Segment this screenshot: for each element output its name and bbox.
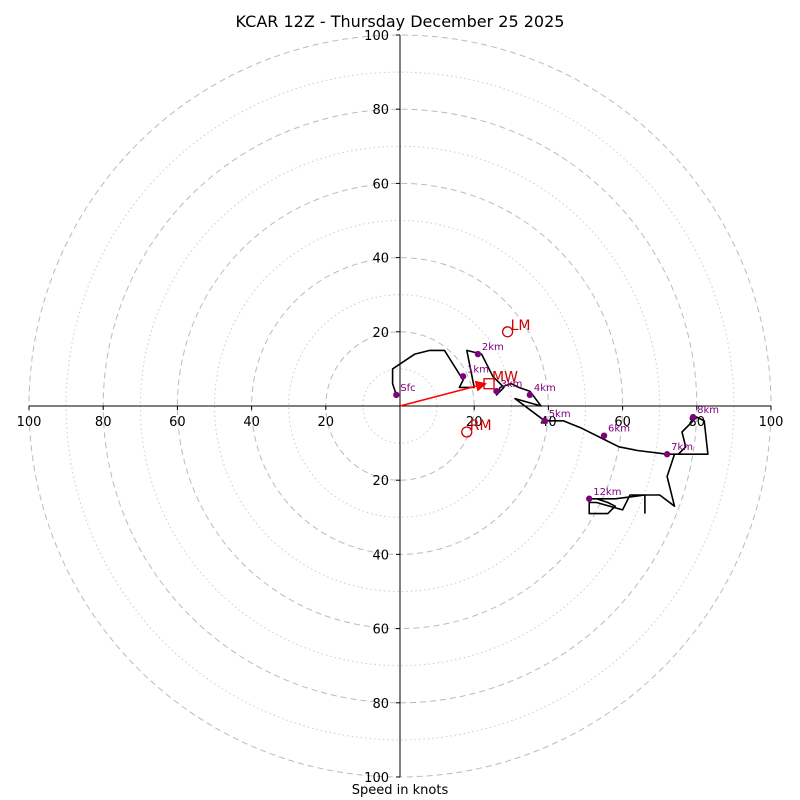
x-axis-label: Speed in knots: [351, 783, 449, 798]
height-marker-dot: [600, 432, 608, 439]
x-tick-label: 60: [614, 415, 631, 430]
height-markers: Sfc 1km 2km 3km 4km 5km 6km 7km 8km 12km: [393, 342, 719, 502]
storm-motion-label: LM: [511, 318, 531, 334]
height-marker-label: 4km: [534, 383, 556, 394]
y-tick-label: 100: [364, 771, 389, 786]
hodograph-trace: [391, 349, 709, 515]
x-tick-label: 100: [759, 415, 784, 430]
height-marker-dot: [526, 391, 534, 399]
height-marker-label: Sfc: [400, 383, 415, 394]
height-marker-dot: [663, 451, 671, 458]
height-marker-dot: [474, 350, 482, 358]
x-tick-label: 20: [318, 415, 335, 430]
wind-trace: [391, 349, 709, 515]
storm-motion-circle: [501, 326, 514, 338]
storm-motion-label: RM: [470, 418, 492, 434]
x-tick-label: 40: [243, 415, 260, 430]
height-marker-label: 2km: [482, 342, 504, 353]
height-marker-dot: [541, 417, 548, 425]
y-tick-label: 20: [372, 326, 389, 341]
x-tick-label: 80: [95, 415, 112, 430]
height-marker-label: 8km: [697, 405, 719, 416]
height-marker-label: 12km: [593, 487, 621, 498]
height-marker-dot: [689, 413, 697, 421]
height-marker-label: 1km: [467, 364, 489, 375]
y-tick-label: 100: [364, 29, 389, 44]
tick-labels: 100 80 60 40 20 20 40 60 80 100100806040202040608…: [17, 29, 784, 786]
x-tick-label: 100: [17, 415, 42, 430]
height-marker-label: 6km: [608, 424, 630, 435]
y-tick-label: 20: [372, 474, 389, 489]
height-marker-dot: [493, 387, 500, 395]
shear-vector-arrow: [399, 380, 487, 407]
chart-title: KCAR 12Z - Thursday December 25 2025: [235, 12, 565, 31]
height-marker-label: 7km: [671, 442, 693, 453]
height-marker-dot: [393, 391, 400, 399]
y-tick-label: 40: [372, 252, 389, 267]
height-marker-dot: [586, 495, 593, 502]
y-tick-label: 80: [372, 697, 389, 712]
y-tick-label: 80: [372, 103, 389, 118]
storm-motion-square: [483, 378, 495, 390]
storm-motion-markers: LM MW RM: [461, 318, 531, 438]
height-marker-label: 3km: [500, 379, 522, 390]
x-tick-label: 20: [466, 415, 483, 430]
y-tick-label: 40: [372, 548, 389, 563]
storm-motion-label: MW: [492, 370, 518, 386]
y-tick-label: 60: [372, 177, 389, 192]
y-tick-label: 60: [372, 623, 389, 638]
x-tick-label: 60: [169, 415, 186, 430]
height-marker-dot: [459, 373, 467, 380]
storm-motion-circle: [461, 426, 473, 438]
height-marker-label: 5km: [549, 409, 571, 420]
